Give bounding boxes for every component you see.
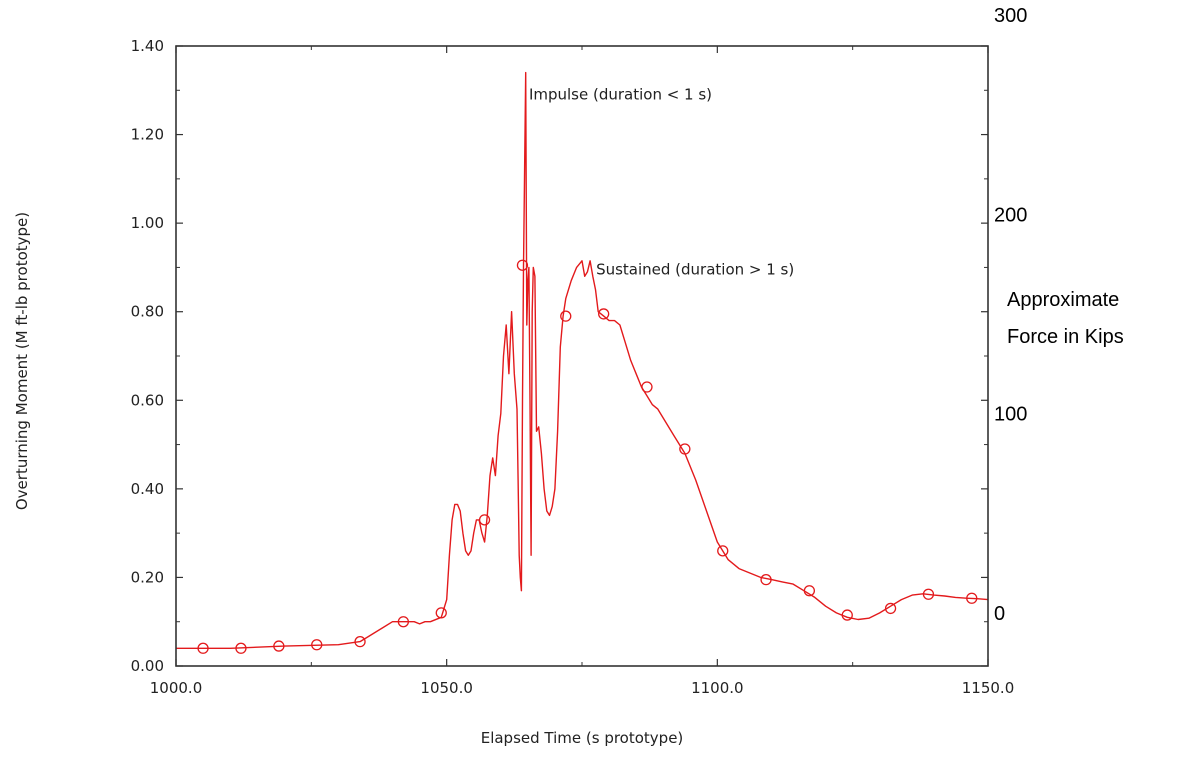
- series-marker: [397, 616, 410, 628]
- series-marker: [679, 443, 691, 455]
- series-marker: [717, 545, 729, 557]
- secondary-axis-tick-label: 100: [994, 404, 1027, 426]
- annotation-impulse: Impulse (duration < 1 s): [529, 86, 712, 104]
- y-axis-title: Overturning Moment (M ft-lb prototype): [13, 212, 31, 510]
- series-marker: [560, 310, 572, 322]
- plot-frame: [175, 45, 989, 667]
- series-marker: [311, 639, 323, 651]
- series-marker: [478, 514, 491, 526]
- series-marker: [598, 308, 610, 320]
- series-marker: [516, 259, 529, 271]
- y-tick-label: 1.40: [131, 37, 164, 55]
- series-marker: [803, 585, 816, 597]
- y-tick-label: 0.80: [131, 303, 164, 321]
- y-tick-label: 0.40: [131, 480, 164, 498]
- series-marker: [841, 609, 853, 621]
- series-layer: [176, 71, 989, 654]
- annotation-sustained: Sustained (duration > 1 s): [596, 261, 794, 279]
- series-marker: [966, 592, 978, 604]
- series-marker: [922, 588, 935, 600]
- series-marker: [354, 635, 366, 648]
- x-tick-label: 1050.0: [420, 679, 473, 697]
- series-marker: [235, 642, 247, 654]
- series-line: [176, 71, 989, 649]
- y-tick-label: 1.20: [131, 126, 164, 144]
- x-tick-label: 1150.0: [962, 679, 1015, 697]
- series-marker: [273, 640, 285, 652]
- x-tick-label: 1000.0: [150, 679, 203, 697]
- x-tick-label: 1100.0: [691, 679, 744, 697]
- y-tick-label: 0.20: [131, 568, 164, 586]
- series-marker: [641, 381, 653, 393]
- secondary-axis-tick-label: 300: [994, 5, 1027, 27]
- series-marker: [435, 607, 447, 619]
- y-tick-label: 0.60: [131, 391, 164, 409]
- ticks-layer: 0.00 0.20 0.40 0.60 0.80 1.00 1.20 1.40 1000.0 10…: [131, 5, 1028, 697]
- secondary-axis-tick-label: 200: [994, 204, 1027, 226]
- secondary-axis-tick-label: 0: [994, 603, 1005, 625]
- x-axis-title: Elapsed Time (s prototype): [481, 729, 684, 747]
- y-tick-label: 1.00: [131, 214, 164, 232]
- series-marker: [197, 642, 209, 654]
- y-tick-label: 0.00: [131, 657, 164, 675]
- series-marker: [760, 573, 772, 586]
- series-marker: [884, 602, 897, 615]
- secondary-axis-title-line-1: Approximate: [1007, 289, 1119, 311]
- secondary-axis-title-line-2: Force in Kips: [1007, 326, 1124, 348]
